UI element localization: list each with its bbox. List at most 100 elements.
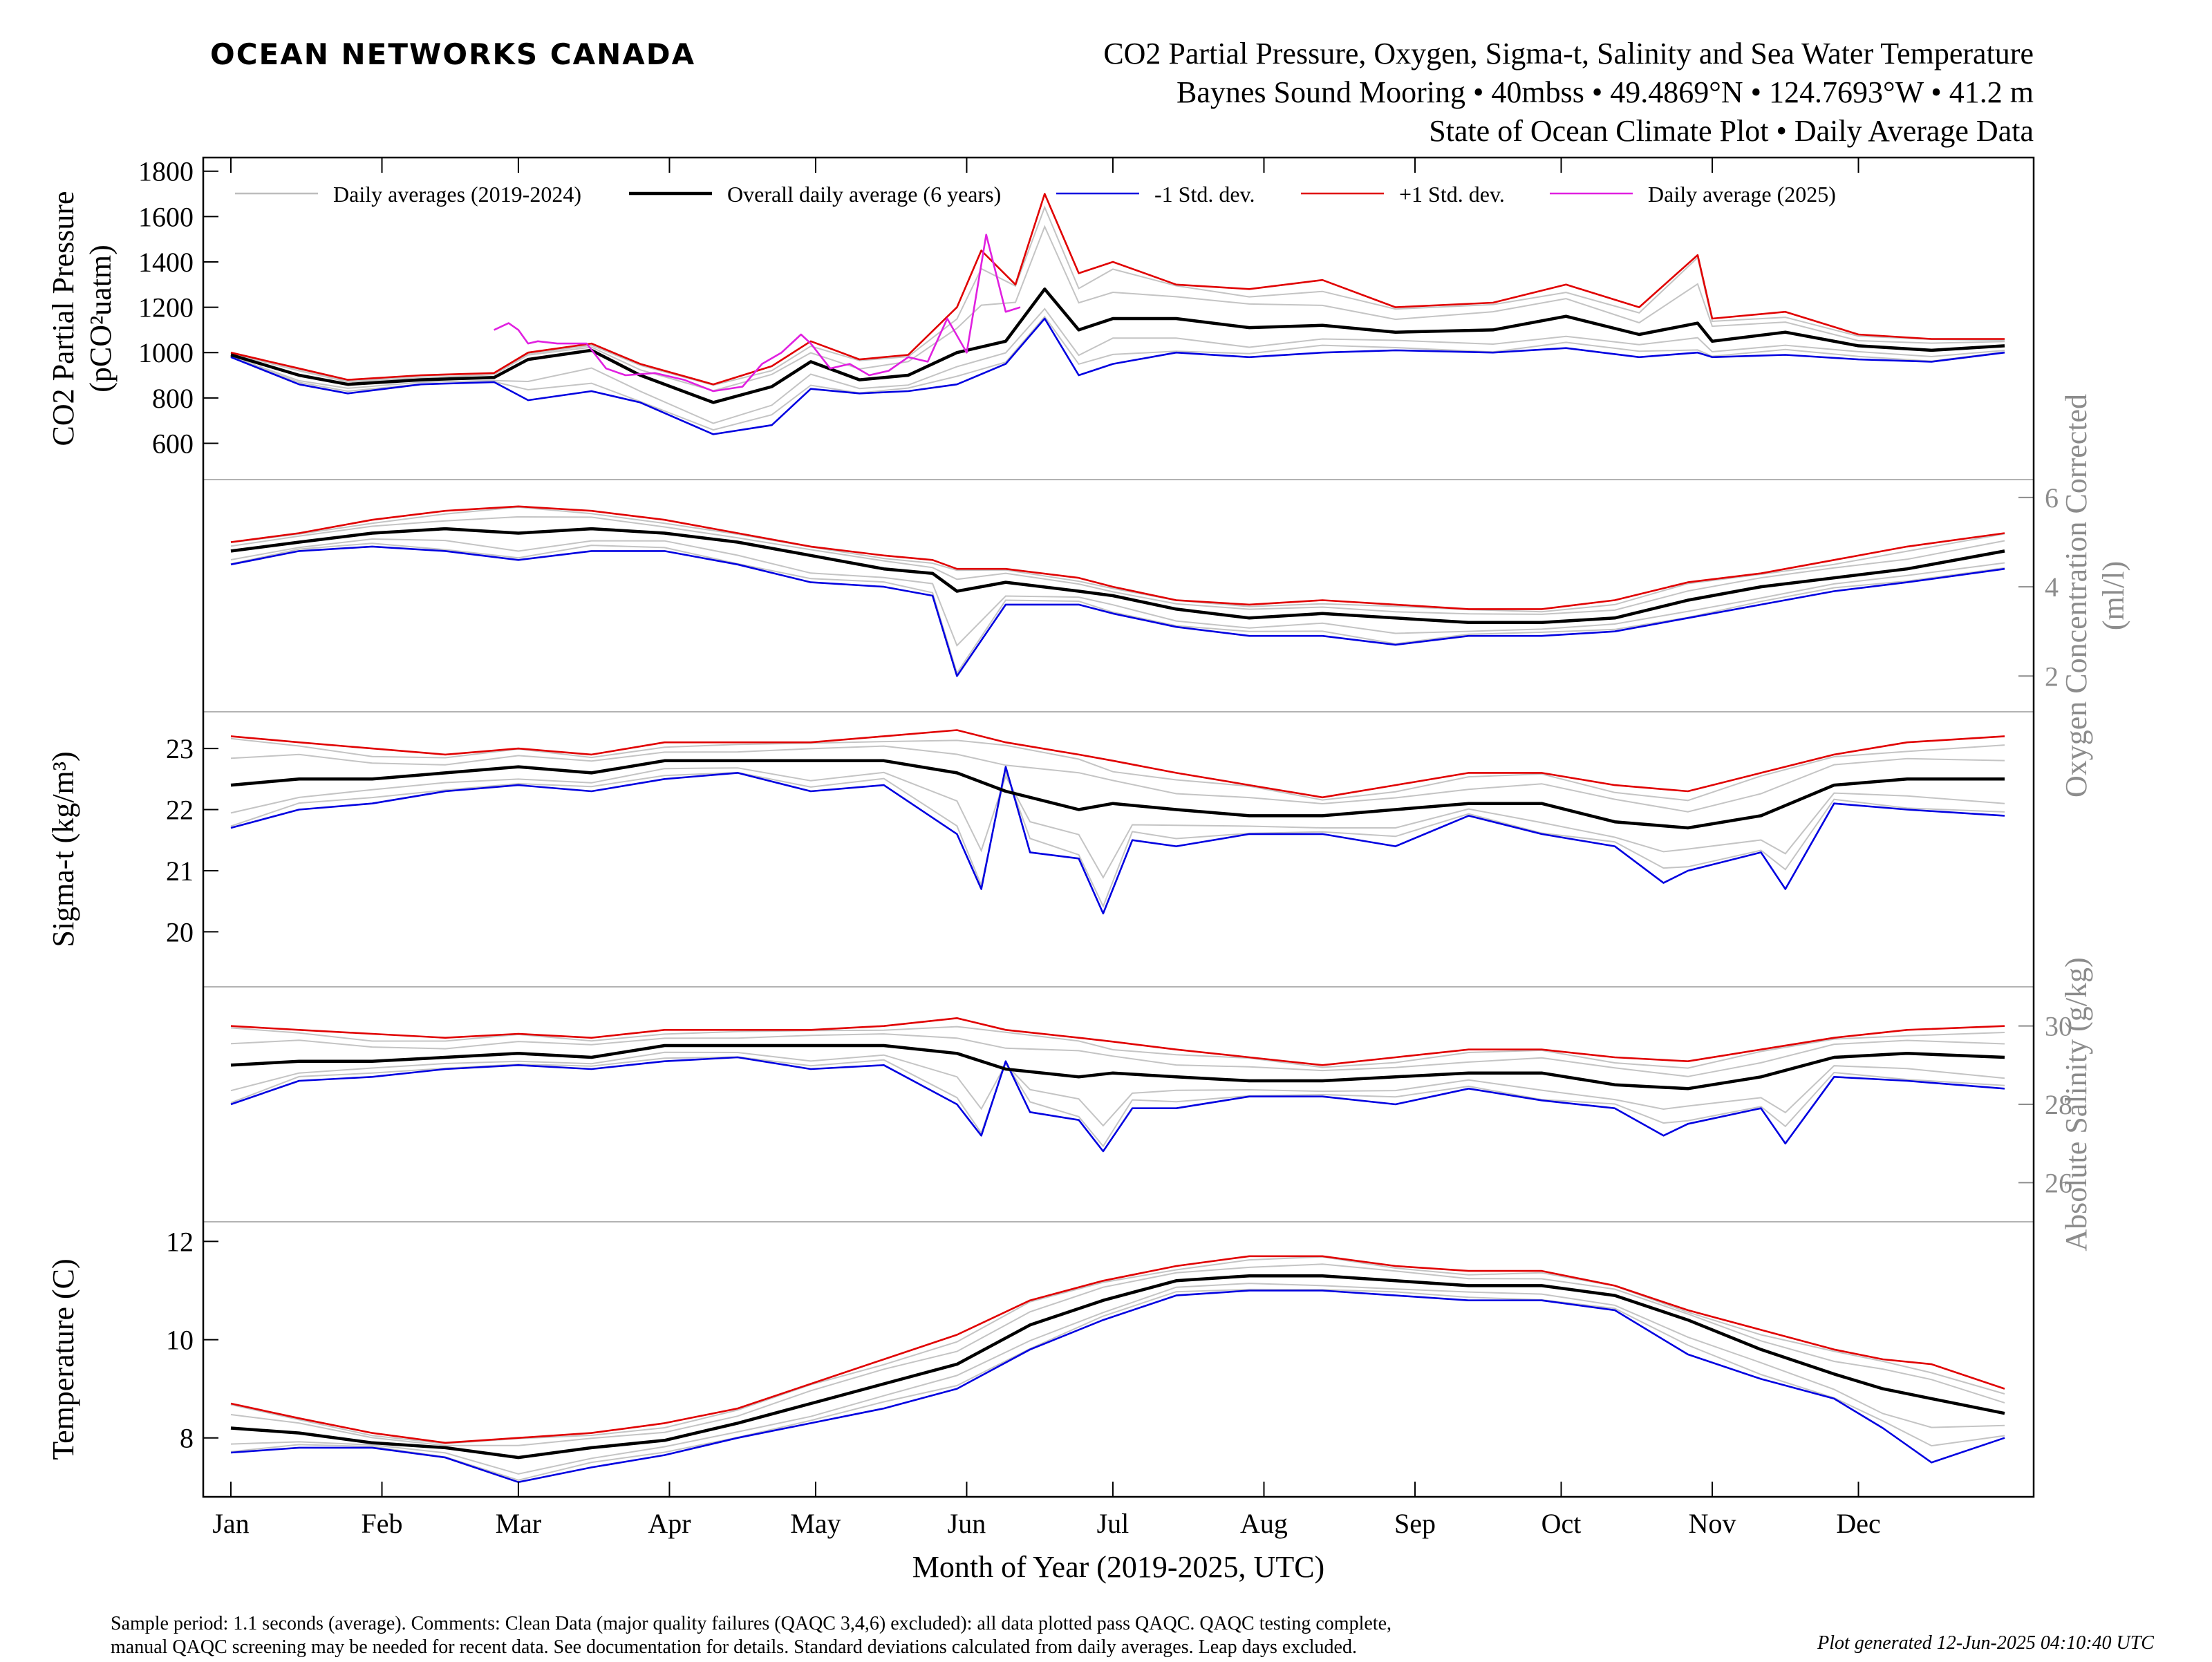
grey-daily-line bbox=[230, 1263, 2005, 1446]
x-tick-label: Dec bbox=[1836, 1508, 1880, 1539]
panel-co2: 600 800 1000 1200 1400 1600 1800 CO2 Partial Pr… bbox=[46, 156, 2005, 459]
series-salinity--1-std-dev- bbox=[230, 1056, 2005, 1153]
x-tick-label: Jul bbox=[1097, 1508, 1130, 1539]
x-axis: Jan Feb Mar Apr May Jun Jul Aug Sep Oct Nov Dec bbox=[212, 158, 1881, 1539]
x-tick-label: Feb bbox=[362, 1508, 403, 1539]
y-tick-label: 1600 bbox=[138, 201, 194, 232]
grey-daily-line bbox=[230, 308, 2005, 424]
y-axis-label-temp: Temperature (C) bbox=[46, 1258, 80, 1460]
grey-daily-line bbox=[230, 1051, 2005, 1127]
y-axis-label-co2: CO2 Partial Pressure bbox=[46, 191, 80, 446]
series-salinity--1-std-dev- bbox=[230, 1017, 2005, 1066]
grey-daily-line bbox=[230, 767, 2005, 879]
plot-frame bbox=[202, 156, 2035, 1498]
y-tick-label: 30 bbox=[2045, 1011, 2072, 1042]
y-tick-label: 2 bbox=[2045, 661, 2059, 692]
grey-daily-line bbox=[230, 737, 2005, 802]
y-tick-label: 6 bbox=[2045, 482, 2059, 513]
y-tick-label: 22 bbox=[166, 795, 194, 826]
y-axis-label-salinity: Absolute Salinity (g/kg) bbox=[2059, 957, 2093, 1251]
y-tick-label: 23 bbox=[166, 733, 194, 764]
chart-subtitle-location: Baynes Sound Mooring • 40mbss • 49.4869°… bbox=[1177, 75, 2034, 109]
legend-label: Daily averages (2019-2024) bbox=[333, 182, 581, 207]
grey-daily-line bbox=[230, 315, 2005, 431]
y-tick-label: 10 bbox=[166, 1325, 194, 1356]
series-salinity-overall-daily-average-6-years- bbox=[230, 1044, 2005, 1090]
grey-daily-line bbox=[230, 542, 2005, 675]
series-oxygen--1-std-dev- bbox=[230, 545, 2005, 677]
grey-daily-line bbox=[230, 1026, 2005, 1069]
x-tick-label: Jan bbox=[212, 1508, 249, 1539]
grey-daily-line bbox=[230, 768, 2005, 909]
y-tick-label: 21 bbox=[166, 856, 194, 887]
y-axis-label-oxygen: Oxygen Concentration Corrected bbox=[2059, 394, 2093, 797]
panel-oxygen: 2 4 6 Oxygen Concentration Corrected (ml/l) bbox=[203, 394, 2130, 797]
panels-group: 600 800 1000 1200 1400 1600 1800 CO2 Partial Pr… bbox=[46, 156, 2130, 1483]
legend: Daily averages (2019-2024) Overall daily … bbox=[235, 182, 1836, 207]
series-co2--1-std-dev- bbox=[230, 317, 2005, 435]
series-sigma-overall-daily-average-6-years- bbox=[230, 759, 2005, 830]
series-sigma--1-std-dev- bbox=[230, 729, 2005, 799]
grey-daily-line bbox=[230, 516, 2005, 615]
series-co2--1-std-dev- bbox=[230, 193, 2005, 386]
x-tick-label: May bbox=[790, 1508, 841, 1539]
grey-daily-line bbox=[230, 538, 2005, 647]
y-tick-label: 28 bbox=[2045, 1089, 2072, 1120]
series-temp--1-std-dev- bbox=[230, 1255, 2005, 1444]
grey-daily-line bbox=[230, 745, 2005, 813]
legend-label: +1 Std. dev. bbox=[1399, 182, 1505, 207]
grey-daily-line bbox=[230, 225, 2005, 392]
grey-daily-line bbox=[230, 1283, 2005, 1475]
series-sigma--1-std-dev- bbox=[230, 766, 2005, 915]
chart-title: CO2 Partial Pressure, Oxygen, Sigma-t, S… bbox=[1103, 37, 2034, 70]
panel-temp: 8 10 12 Temperature (C) bbox=[46, 1221, 2034, 1483]
y-tick-label: 1000 bbox=[138, 337, 194, 368]
legend-label: Daily average (2025) bbox=[1648, 182, 1836, 207]
legend-label: -1 Std. dev. bbox=[1154, 182, 1255, 207]
series-co2-daily-average-2025- bbox=[494, 234, 1021, 393]
grey-daily-line bbox=[230, 1056, 2005, 1148]
x-tick-label: Sep bbox=[1394, 1508, 1436, 1539]
y-tick-label: 12 bbox=[166, 1226, 194, 1257]
series-oxygen--1-std-dev- bbox=[230, 505, 2005, 610]
grey-daily-line bbox=[230, 506, 2005, 613]
y-tick-label: 1800 bbox=[138, 156, 194, 187]
x-tick-label: Aug bbox=[1240, 1508, 1288, 1539]
legend-label: Overall daily average (6 years) bbox=[727, 182, 1001, 207]
footer-note-line1: Sample period: 1.1 seconds (average). Co… bbox=[111, 1613, 1391, 1634]
y-tick-label: 600 bbox=[152, 428, 194, 459]
y-axis-label-oxygen-unit: (ml/l) bbox=[2097, 561, 2130, 630]
x-tick-label: Oct bbox=[1541, 1508, 1582, 1539]
grey-daily-line bbox=[230, 1033, 2005, 1077]
x-tick-label: Jun bbox=[948, 1508, 986, 1539]
x-tick-label: Mar bbox=[496, 1508, 542, 1539]
brand-logo-text: OCEAN NETWORKS CANADA bbox=[210, 37, 695, 71]
grey-daily-line bbox=[230, 1288, 2005, 1481]
y-tick-label: 1200 bbox=[138, 292, 194, 323]
y-tick-label: 20 bbox=[166, 916, 194, 947]
series-co2-overall-daily-average-6-years- bbox=[230, 287, 2005, 404]
x-tick-label: Apr bbox=[648, 1508, 691, 1539]
grey-daily-line bbox=[230, 1256, 2005, 1445]
series-oxygen-overall-daily-average-6-years- bbox=[230, 527, 2005, 625]
x-tick-label: Nov bbox=[1689, 1508, 1736, 1539]
y-tick-label: 800 bbox=[152, 383, 194, 414]
y-tick-label: 26 bbox=[2045, 1167, 2072, 1198]
footer-generated: Plot generated 12-Jun-2025 04:10:40 UTC bbox=[1817, 1632, 2154, 1654]
series-temp-overall-daily-average-6-years- bbox=[230, 1274, 2005, 1460]
y-tick-label: 1400 bbox=[138, 247, 194, 278]
grey-daily-line bbox=[230, 205, 2005, 386]
y-axis-label-co2-unit: (pCO²uatm) bbox=[84, 245, 118, 393]
x-axis-label: Month of Year (2019-2025, UTC) bbox=[912, 1550, 1324, 1584]
chart-subtitle-type: State of Ocean Climate Plot • Daily Aver… bbox=[1429, 114, 2034, 148]
y-axis-label-sigma: Sigma-t (kg/m³) bbox=[46, 751, 80, 947]
panel-sigma: 20 21 22 23 Sigma-t (kg/m³) bbox=[46, 711, 2034, 947]
series-temp--1-std-dev- bbox=[230, 1290, 2005, 1483]
footer-note-line2: manual QAQC screening may be needed for … bbox=[111, 1636, 1357, 1658]
y-tick-label: 4 bbox=[2045, 572, 2059, 603]
y-tick-label: 8 bbox=[180, 1423, 194, 1454]
